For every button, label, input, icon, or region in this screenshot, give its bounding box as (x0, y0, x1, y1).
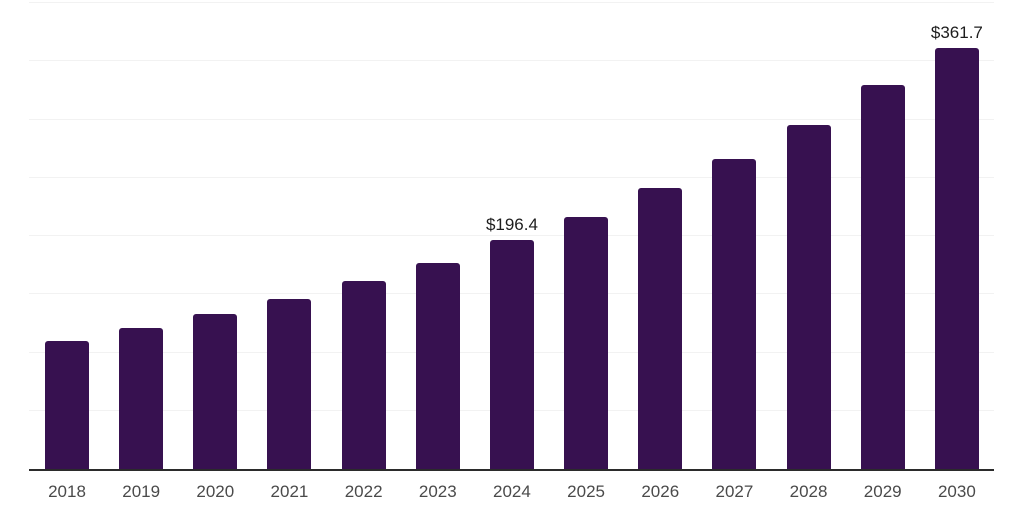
bar-2025 (564, 216, 609, 469)
bar-2019 (119, 328, 164, 469)
x-tick-label-2029: 2029 (863, 482, 902, 501)
x-axis-labels: 2018 2019 2020 2021 2022 2023 2024 2025 2026 2027… (29, 482, 994, 502)
data-label-2024: $196.4 (485, 215, 538, 235)
plot-area: $196.4 $361.7 (29, 2, 994, 471)
bar-2020 (193, 313, 238, 469)
x-tick-label-2020: 2020 (196, 482, 235, 501)
bar-2024: $196.4 (486, 215, 538, 469)
gridline-250 (29, 176, 994, 178)
bars: $196.4 $361.7 (29, 3, 994, 469)
gridline-200 (29, 235, 994, 236)
x-tick-label-2018: 2018 (48, 482, 86, 501)
bar-2029 (860, 85, 905, 469)
bar-2023 (415, 262, 460, 469)
bar-2028 (786, 125, 831, 469)
x-tick-label-2022: 2022 (344, 482, 383, 501)
x-tick-label-2023: 2023 (418, 482, 457, 501)
x-tick-label-2021: 2021 (270, 482, 309, 501)
gridline-300 (29, 118, 994, 120)
bar-2021 (267, 298, 312, 469)
x-tick-label-2030: 2030 (937, 482, 976, 501)
x-tick-label-2027: 2027 (715, 482, 754, 501)
bar-2030: $361.7 (931, 23, 983, 469)
x-tick-label-2026: 2026 (641, 482, 680, 501)
data-label-2030: $361.7 (930, 22, 983, 42)
x-tick-label-2025: 2025 (567, 482, 605, 501)
x-tick-label-2028: 2028 (789, 482, 828, 501)
x-tick-label-2019: 2019 (122, 482, 161, 501)
bar-2022 (341, 281, 386, 469)
bar-2018 (45, 340, 89, 469)
x-tick-label-2024: 2024 (493, 482, 531, 501)
bar-2026 (638, 188, 683, 469)
gridline-400 (29, 2, 994, 3)
bar-2027 (712, 159, 757, 469)
gridline-350 (29, 60, 994, 62)
